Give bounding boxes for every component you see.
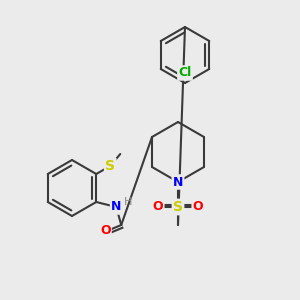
- Text: H: H: [124, 197, 132, 207]
- Text: N: N: [173, 176, 183, 188]
- Text: O: O: [153, 200, 163, 214]
- Text: O: O: [193, 200, 203, 214]
- Text: O: O: [100, 224, 111, 236]
- Text: N: N: [111, 200, 122, 214]
- Text: S: S: [173, 200, 183, 214]
- Text: S: S: [105, 159, 115, 173]
- Text: Cl: Cl: [178, 67, 192, 80]
